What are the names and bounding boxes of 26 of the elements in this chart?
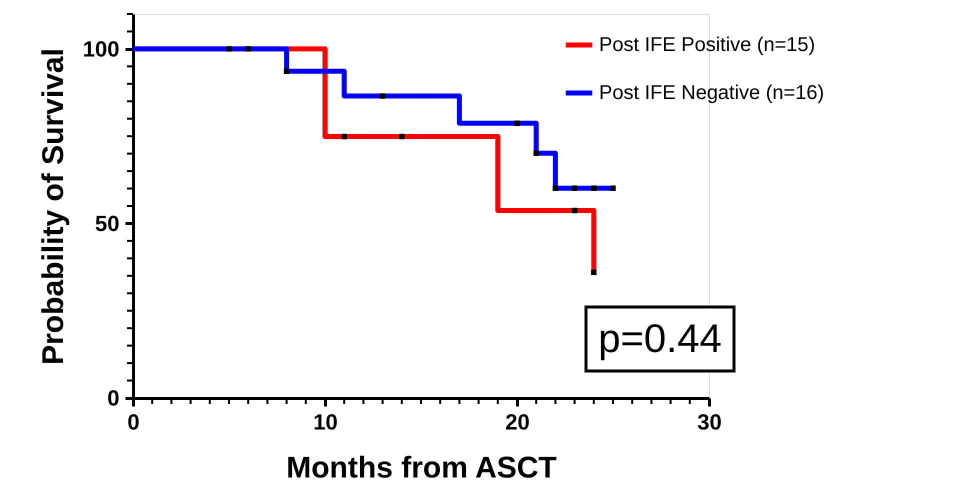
x-tick-label: 0 [127, 410, 140, 434]
point [572, 185, 578, 191]
point [226, 46, 232, 52]
x-tick-label: 10 [313, 410, 338, 434]
y-tick-label: 50 [95, 210, 120, 236]
y-axis-title: Probability of Survival [36, 48, 70, 365]
point [245, 46, 251, 52]
point [514, 120, 520, 126]
point [341, 134, 347, 140]
point [399, 134, 405, 140]
point [533, 150, 539, 156]
point [552, 185, 558, 191]
point [610, 185, 616, 191]
y-tick-label: 0 [107, 386, 120, 410]
point [591, 270, 597, 276]
point [572, 208, 578, 214]
annotation: p=0.44 [598, 317, 722, 361]
point [591, 185, 597, 191]
x-axis-title: Months from ASCT [286, 452, 557, 484]
point [380, 93, 386, 99]
x-tick-label: 30 [697, 410, 722, 434]
y-tick-label: 100 [82, 36, 120, 62]
legend-label: Post IFE Positive (n=15) [599, 34, 816, 56]
legend-label: Post IFE Negative (n=16) [599, 82, 824, 104]
point [284, 68, 290, 74]
x-tick-label: 20 [505, 410, 530, 434]
